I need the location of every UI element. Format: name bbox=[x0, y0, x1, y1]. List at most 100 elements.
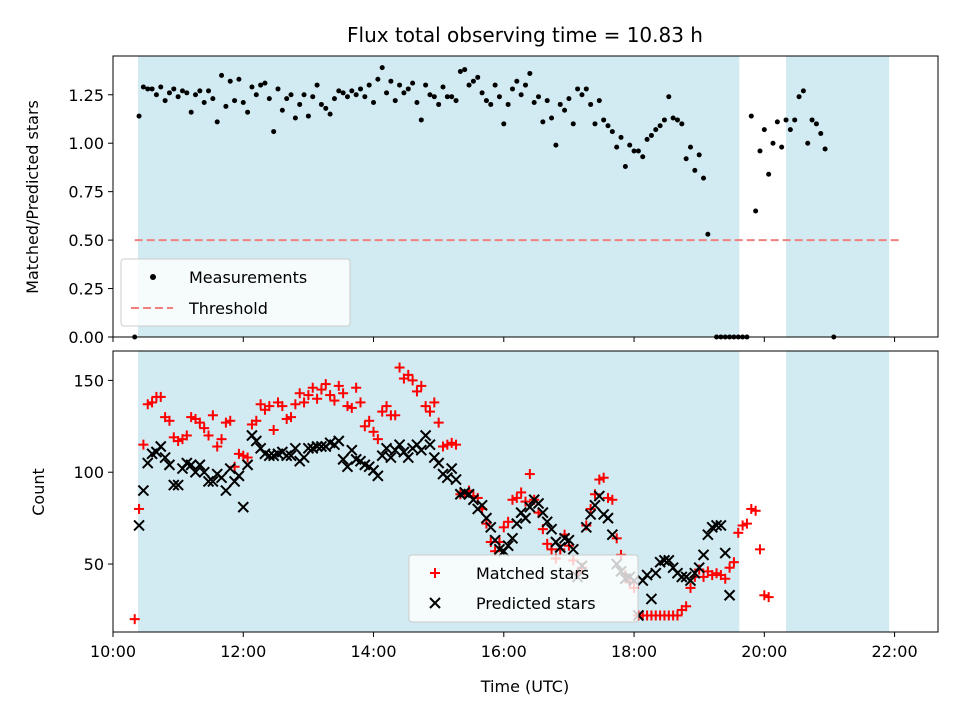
measurement-point bbox=[349, 88, 355, 94]
matched-star-point bbox=[603, 492, 613, 503]
matched-star-point bbox=[225, 415, 236, 426]
matched-star-point bbox=[581, 520, 592, 531]
predicted-star-point bbox=[563, 534, 575, 546]
measurement-point bbox=[340, 90, 346, 96]
predicted-star-point bbox=[402, 451, 414, 464]
matched-star-point bbox=[294, 388, 305, 399]
y-tick-label: 1.25 bbox=[68, 86, 104, 105]
matched-star-point bbox=[264, 401, 275, 412]
measurement-point bbox=[492, 82, 498, 88]
measurement-point bbox=[145, 86, 151, 92]
x-tick-label: 22:00 bbox=[872, 642, 918, 661]
shaded-interval bbox=[786, 351, 890, 632]
measurement-point bbox=[540, 119, 546, 125]
matched-star-point bbox=[420, 401, 431, 412]
matched-star-point bbox=[698, 571, 709, 582]
matched-star-point bbox=[147, 397, 158, 408]
measurement-point bbox=[674, 117, 680, 123]
measurement-point bbox=[588, 101, 594, 107]
measurement-point bbox=[362, 94, 368, 100]
measurement-point bbox=[627, 142, 633, 148]
matched-star-point bbox=[129, 614, 140, 625]
predicted-star-point bbox=[502, 539, 514, 552]
predicted-star-point bbox=[697, 549, 710, 561]
measurement-point bbox=[631, 148, 637, 154]
measurement-point bbox=[661, 117, 667, 123]
predicted-star-point bbox=[602, 512, 614, 524]
top-panel: 0.00 0.25 0.50 0.75 1.00 1.25 Matched/Predict… bbox=[23, 55, 939, 347]
predicted-star-point bbox=[684, 574, 697, 587]
matched-star-point bbox=[355, 397, 366, 408]
predicted-star-point bbox=[541, 516, 553, 528]
measurement-point bbox=[518, 92, 524, 98]
measurement-point bbox=[179, 88, 185, 94]
matched-star-point bbox=[524, 469, 535, 480]
measurement-point bbox=[475, 74, 481, 80]
top-panel-frame bbox=[112, 55, 939, 338]
matched-star-point bbox=[142, 399, 153, 410]
measurement-point bbox=[505, 101, 511, 107]
chart-title: Flux total observing time = 10.83 h bbox=[347, 23, 703, 47]
predicted-star-point bbox=[519, 512, 532, 524]
predicted-star-point bbox=[289, 442, 302, 455]
matched-star-point bbox=[754, 544, 765, 555]
predicted-star-point bbox=[346, 444, 358, 456]
measurement-point bbox=[193, 92, 198, 98]
measurement-point bbox=[210, 96, 216, 102]
measurement-point bbox=[644, 136, 650, 142]
predicted-star-point bbox=[233, 470, 245, 482]
measurement-point bbox=[648, 132, 654, 138]
measurement-point bbox=[449, 94, 455, 100]
matched-star-point bbox=[446, 437, 457, 448]
measurement-point bbox=[683, 156, 689, 162]
predicted-star-point bbox=[676, 571, 688, 583]
measurement-point bbox=[166, 90, 172, 96]
measurement-point bbox=[696, 152, 702, 158]
measurement-point bbox=[536, 94, 542, 100]
measurement-point bbox=[436, 101, 442, 107]
matched-star-point bbox=[290, 399, 301, 410]
measurement-point bbox=[197, 88, 203, 94]
measurement-point bbox=[188, 109, 194, 115]
predicted-star-point bbox=[241, 459, 254, 471]
matched-star-point bbox=[377, 406, 388, 417]
measurement-point bbox=[679, 121, 685, 127]
measurement-point bbox=[618, 134, 624, 140]
predicted-star-point bbox=[137, 484, 150, 497]
matched-star-point bbox=[724, 562, 735, 573]
predicted-star-point bbox=[380, 442, 393, 455]
measurement-point bbox=[297, 101, 303, 107]
matched-star-point bbox=[199, 423, 210, 434]
predicted-star-point bbox=[450, 473, 462, 486]
x-tick-label: 18:00 bbox=[611, 642, 657, 661]
measurement-point bbox=[557, 101, 563, 107]
predicted-star-point bbox=[185, 459, 197, 471]
measurement-point bbox=[592, 121, 598, 127]
matched-star-point bbox=[242, 452, 253, 463]
predicted-star-point bbox=[337, 453, 349, 466]
measurement-point bbox=[240, 100, 246, 106]
matched-star-point bbox=[203, 430, 214, 441]
measurement-point bbox=[305, 113, 311, 119]
matched-star-point bbox=[251, 415, 262, 426]
measurement-point bbox=[136, 113, 142, 119]
measurement-point bbox=[201, 100, 207, 106]
measurement-point bbox=[787, 127, 793, 133]
matched-star-point bbox=[511, 492, 522, 503]
measurement-point bbox=[358, 86, 363, 92]
matched-star-point bbox=[737, 520, 748, 531]
predicted-star-point bbox=[693, 562, 705, 574]
measurement-point bbox=[748, 113, 754, 119]
matched-star-point bbox=[685, 582, 696, 593]
predicted-star-point bbox=[719, 547, 731, 559]
measurement-point bbox=[331, 96, 337, 102]
predicted-star-point bbox=[372, 470, 384, 482]
matched-star-point bbox=[733, 527, 744, 538]
predicted-star-point bbox=[415, 444, 427, 456]
measurement-point bbox=[318, 101, 324, 107]
matched-star-point bbox=[186, 412, 197, 423]
predicted-star-point bbox=[163, 459, 176, 471]
y-tick-label: 100 bbox=[73, 463, 104, 482]
measurement-point bbox=[327, 111, 333, 117]
predicted-star-point bbox=[315, 440, 328, 453]
